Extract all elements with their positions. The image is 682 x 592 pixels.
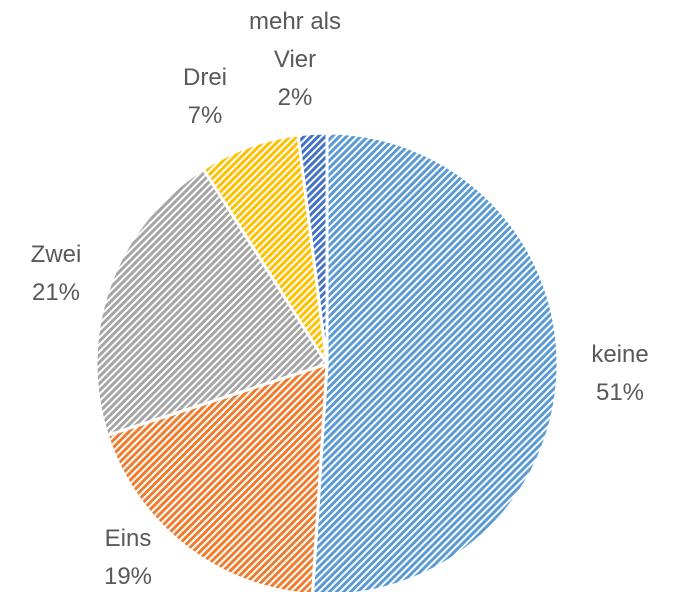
value-label: 51%	[595, 379, 645, 406]
data-label: mehr als Vier 2%	[235, 3, 355, 117]
category-label: Zwei	[30, 241, 82, 268]
pie-slice	[311, 131, 560, 592]
value-label: 7%	[187, 102, 223, 129]
value-label: 19%	[103, 563, 153, 590]
category-label: Eins	[104, 525, 152, 552]
pie-slice	[94, 166, 330, 438]
category-label: keine	[591, 341, 649, 368]
data-label: Eins 19%	[104, 520, 152, 592]
data-label: Drei 7%	[183, 59, 227, 135]
value-label: 21%	[31, 279, 81, 306]
pie-slice	[201, 133, 329, 365]
category-label: Drei	[182, 64, 228, 91]
data-label: keine 51%	[591, 336, 648, 412]
pie-slice	[105, 361, 329, 592]
value-label: 2%	[277, 84, 313, 111]
pie-slice	[296, 131, 329, 365]
data-label: Zwei 21%	[31, 236, 82, 312]
category-label: mehr als Vier	[248, 8, 342, 73]
